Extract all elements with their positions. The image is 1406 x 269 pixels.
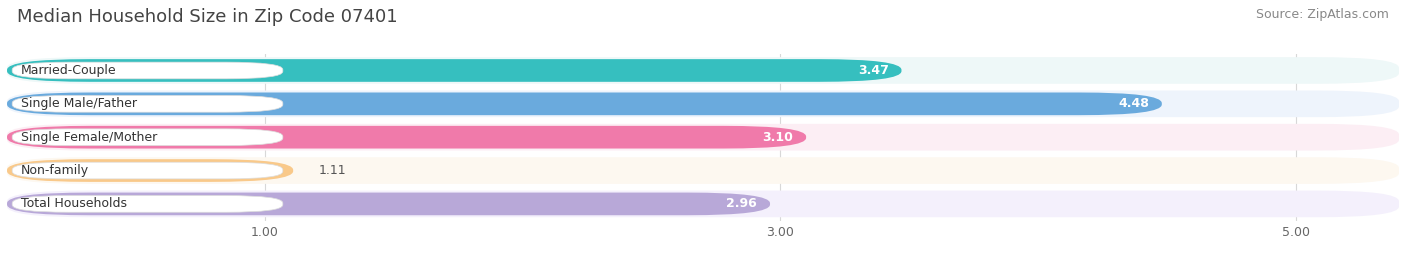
Text: Source: ZipAtlas.com: Source: ZipAtlas.com: [1256, 8, 1389, 21]
FancyBboxPatch shape: [7, 90, 1399, 117]
FancyBboxPatch shape: [7, 190, 1399, 217]
Text: Single Male/Father: Single Male/Father: [21, 97, 138, 110]
FancyBboxPatch shape: [13, 129, 283, 146]
FancyBboxPatch shape: [7, 159, 292, 182]
FancyBboxPatch shape: [7, 57, 1399, 84]
Text: 3.47: 3.47: [858, 64, 889, 77]
FancyBboxPatch shape: [13, 162, 283, 179]
Text: Total Households: Total Households: [21, 197, 127, 210]
FancyBboxPatch shape: [7, 124, 1399, 151]
FancyBboxPatch shape: [13, 196, 283, 212]
FancyBboxPatch shape: [13, 95, 283, 112]
Text: Married-Couple: Married-Couple: [21, 64, 117, 77]
Text: 3.10: 3.10: [762, 131, 793, 144]
Text: Non-family: Non-family: [21, 164, 90, 177]
FancyBboxPatch shape: [7, 59, 901, 82]
FancyBboxPatch shape: [7, 126, 806, 148]
FancyBboxPatch shape: [7, 193, 770, 215]
FancyBboxPatch shape: [7, 93, 1161, 115]
Text: 4.48: 4.48: [1118, 97, 1149, 110]
Text: Median Household Size in Zip Code 07401: Median Household Size in Zip Code 07401: [17, 8, 398, 26]
FancyBboxPatch shape: [13, 62, 283, 79]
Text: Single Female/Mother: Single Female/Mother: [21, 131, 157, 144]
Text: 2.96: 2.96: [727, 197, 756, 210]
FancyBboxPatch shape: [7, 157, 1399, 184]
Text: 1.11: 1.11: [319, 164, 346, 177]
